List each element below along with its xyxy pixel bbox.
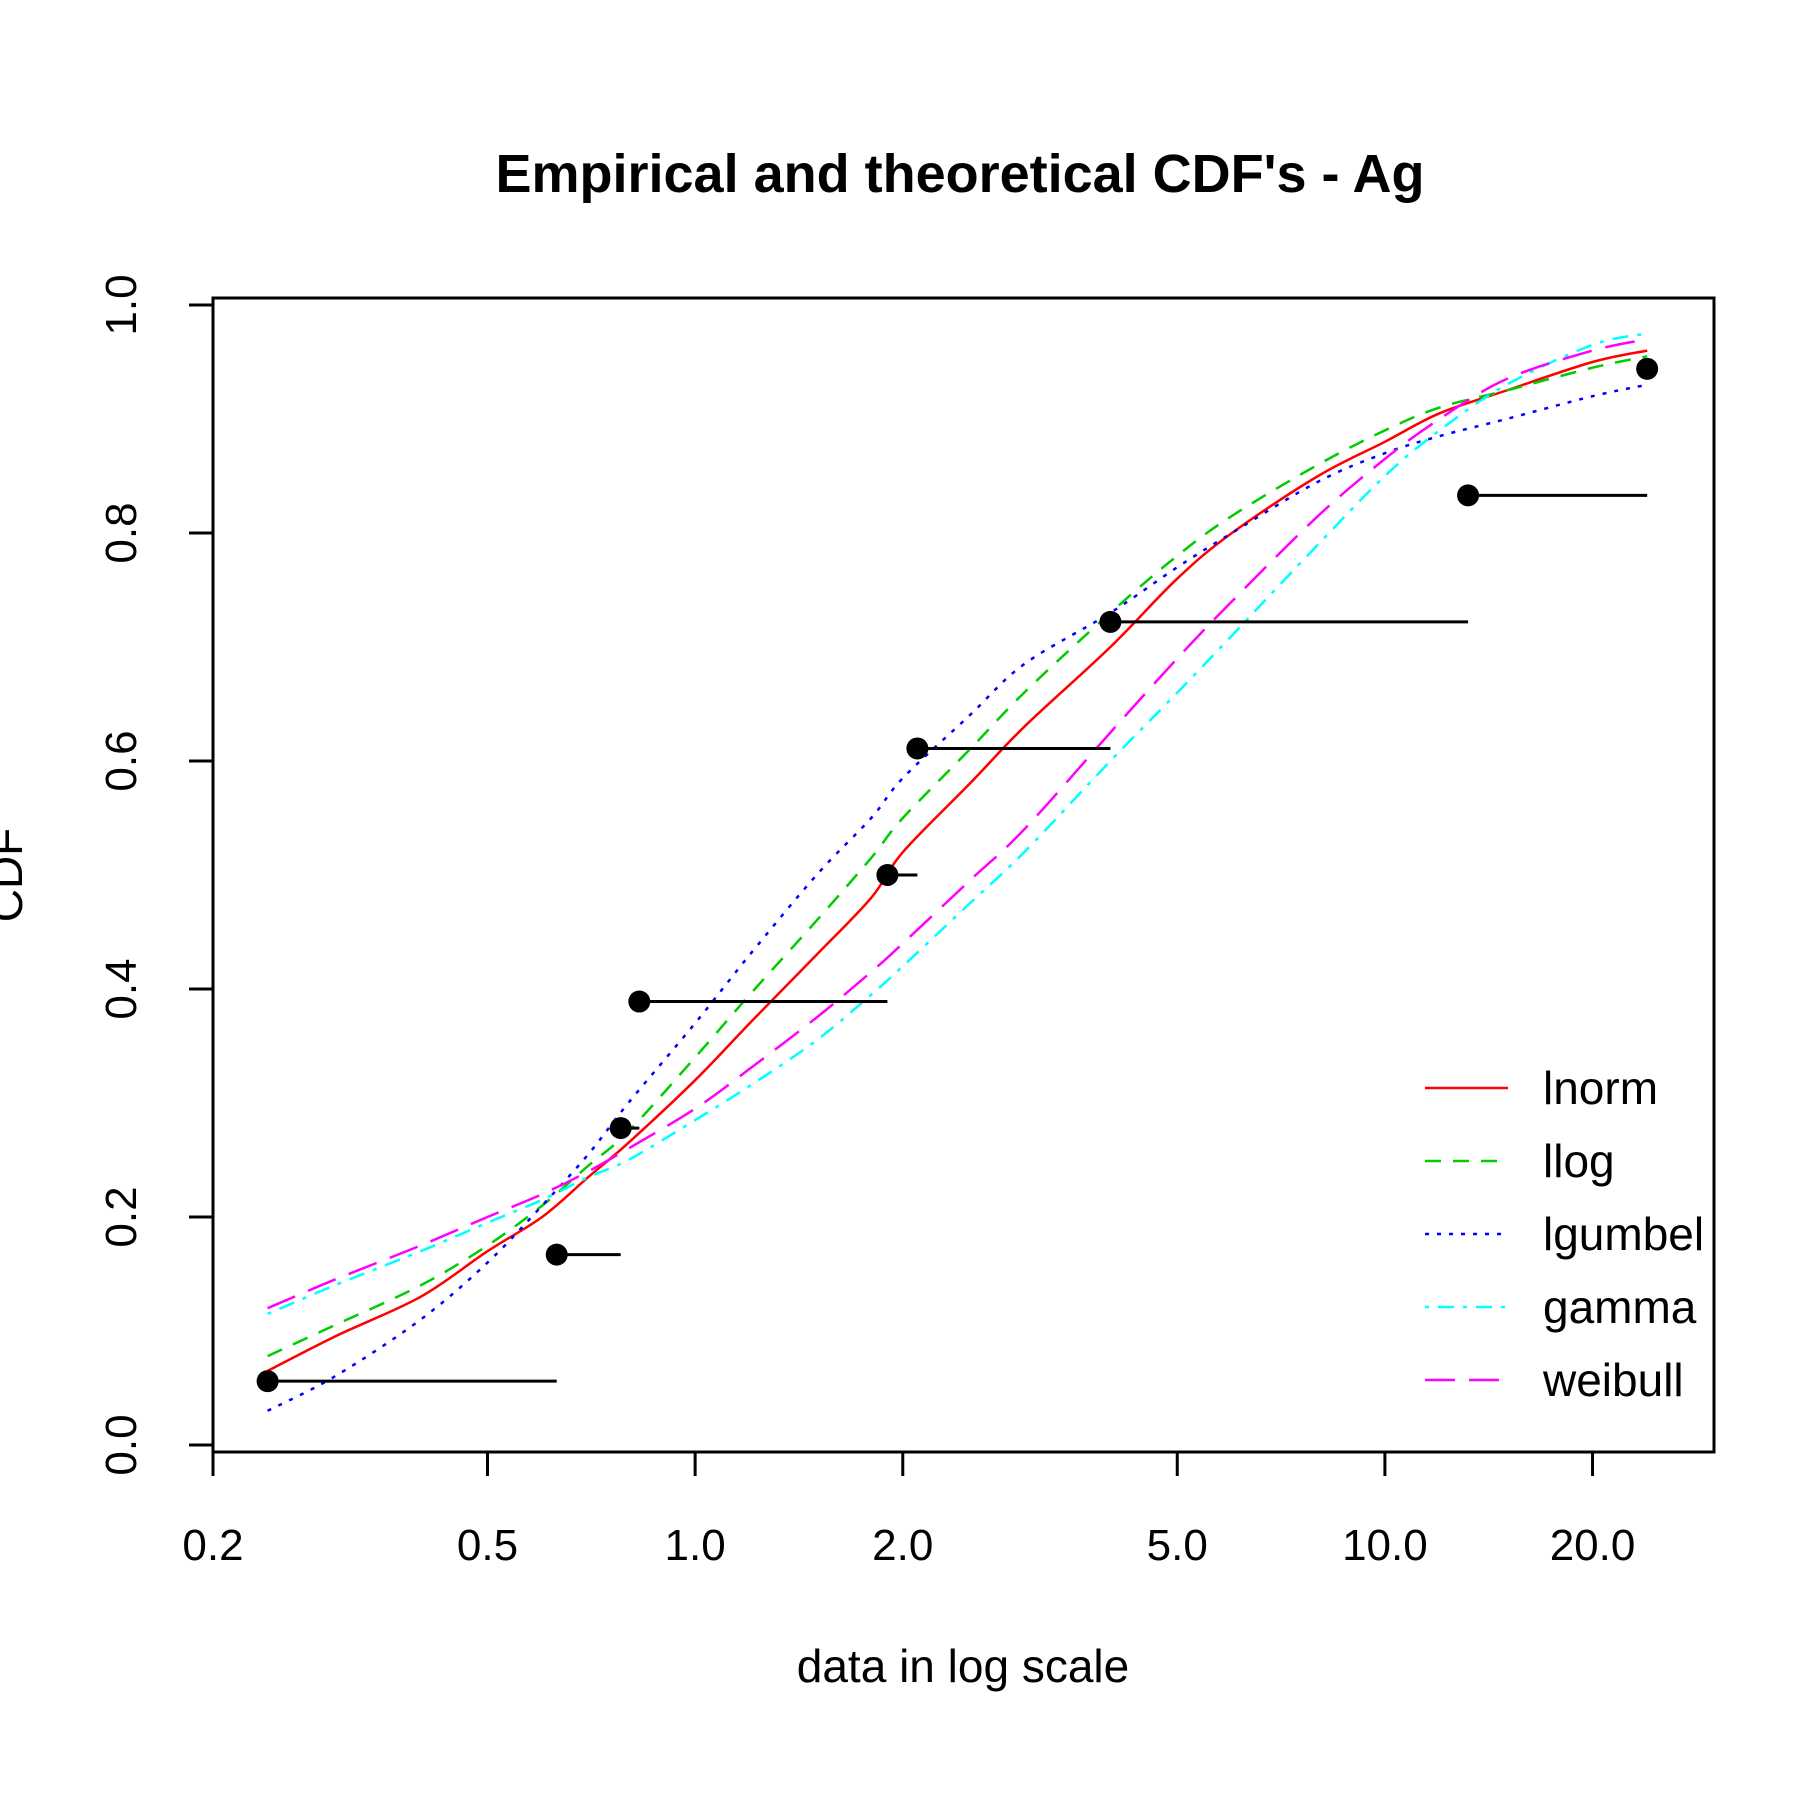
empirical-point <box>1099 610 1122 633</box>
empirical-point <box>545 1243 568 1266</box>
series-line-weibull <box>267 337 1648 1310</box>
x-axis-label: data in log scale <box>797 1640 1129 1692</box>
y-axis-label: CDF <box>0 828 32 923</box>
series-line-llog <box>267 355 1648 1358</box>
x-tick-label: 5.0 <box>1147 1521 1208 1570</box>
series-line-gamma <box>267 332 1648 1316</box>
series-layer <box>267 332 1648 1412</box>
legend-label-gamma: gamma <box>1543 1281 1697 1333</box>
x-tick-label: 10.0 <box>1342 1521 1428 1570</box>
legend: lnorm llog lgumbel gamma weibull <box>1425 1062 1704 1406</box>
legend-label-llog: llog <box>1543 1135 1615 1187</box>
x-tick-label: 1.0 <box>665 1521 726 1570</box>
x-tick-label: 0.5 <box>457 1521 518 1570</box>
empirical-cdf <box>256 357 1659 1393</box>
empirical-point <box>906 737 929 760</box>
y-tick-label: 0.8 <box>97 502 146 563</box>
legend-label-weibull: weibull <box>1542 1354 1684 1406</box>
empirical-point <box>628 990 651 1013</box>
empirical-point <box>1636 357 1659 380</box>
y-tick-label: 0.0 <box>97 1414 146 1475</box>
y-tick-label: 0.6 <box>97 730 146 791</box>
x-tick-label: 20.0 <box>1550 1521 1636 1570</box>
x-tick-label: 2.0 <box>872 1521 933 1570</box>
x-axis: 0.2 0.5 1.0 2.0 5.0 10.0 20.0 <box>182 1450 1636 1570</box>
chart-title: Empirical and theoretical CDF's - Ag <box>495 144 1424 204</box>
series-line-lgumbel <box>267 383 1648 1412</box>
y-tick-label: 0.2 <box>97 1186 146 1247</box>
legend-label-lnorm: lnorm <box>1543 1062 1658 1114</box>
empirical-point <box>876 864 899 886</box>
legend-label-lgumbel: lgumbel <box>1543 1208 1704 1260</box>
empirical-point <box>1457 484 1480 507</box>
y-tick-label: 1.0 <box>97 274 146 335</box>
empirical-point <box>256 1370 279 1393</box>
x-tick-label: 0.2 <box>182 1521 243 1570</box>
y-axis: 0.0 0.2 0.4 0.6 0.8 1.0 <box>97 274 215 1476</box>
plot-frame <box>211 296 1716 1454</box>
empirical-point <box>609 1117 632 1140</box>
y-tick-label: 0.4 <box>97 958 146 1019</box>
series-line-lnorm <box>267 349 1648 1373</box>
